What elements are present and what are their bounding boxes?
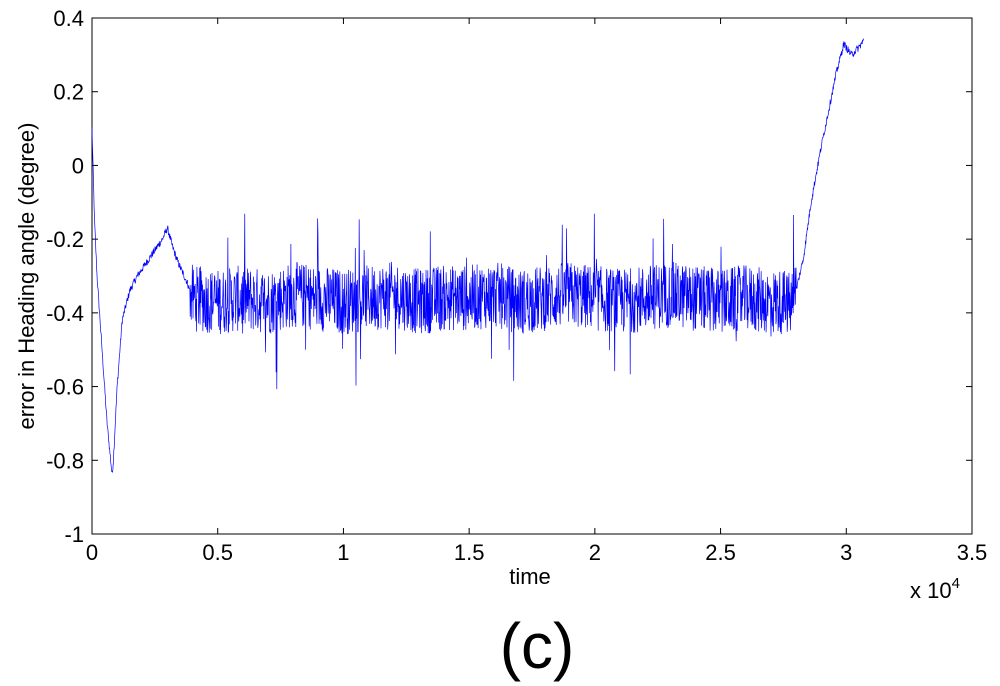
- x-tick-label: 3.5: [957, 540, 988, 565]
- y-tick-label: -0.6: [46, 375, 84, 400]
- y-tick-label: -0.8: [46, 448, 84, 473]
- y-tick-label: 0.4: [53, 6, 84, 31]
- x-tick-label: 1: [337, 540, 349, 565]
- y-tick-label: -1: [64, 522, 84, 547]
- axis-ticks: [91, 17, 973, 535]
- x-tick-label: 1.5: [454, 540, 485, 565]
- x-axis-label: time: [509, 564, 551, 589]
- series-layer: [91, 38, 864, 473]
- y-tick-label: -0.4: [46, 301, 84, 326]
- x-multiplier-exponent: 4: [952, 575, 960, 592]
- x-tick-label: 0.5: [202, 540, 233, 565]
- y-tick-label: 0: [72, 153, 84, 178]
- y-axis-label: error in Heading angle (degree): [14, 123, 39, 430]
- x-tick-label: 2.5: [705, 540, 736, 565]
- panel-label: (c): [500, 610, 575, 682]
- x-tick-label: 0: [86, 540, 98, 565]
- plot-frame: [91, 17, 973, 535]
- y-tick-labels: -1 -0.8 -0.6 -0.4 -0.2 0 0.2 0.4: [46, 6, 84, 547]
- x-tick-label: 2: [589, 540, 601, 565]
- x-multiplier-base: x 10: [910, 578, 952, 603]
- x-tick-label: 3: [840, 540, 852, 565]
- x-tick-labels: 0 0.5 1 1.5 2 2.5 3 3.5: [86, 540, 987, 565]
- axes-box: [91, 17, 973, 535]
- heading-error-series-line: [91, 38, 864, 473]
- x-multiplier-label: x 104: [910, 575, 960, 603]
- y-tick-label: -0.2: [46, 227, 84, 252]
- y-tick-label: 0.2: [53, 80, 84, 105]
